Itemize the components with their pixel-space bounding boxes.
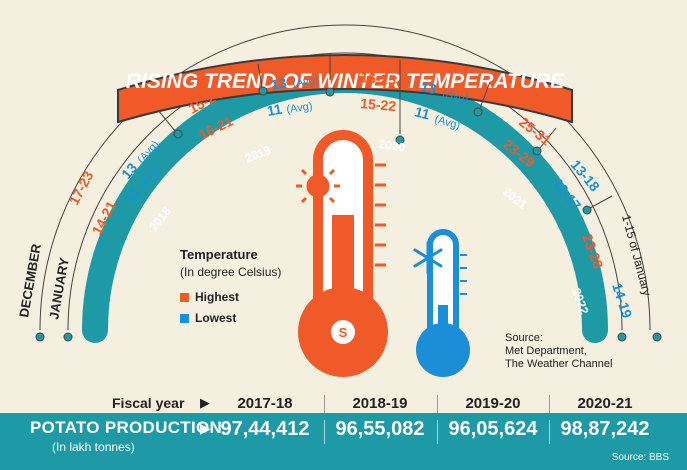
dec-2020-avg: 13 [419,78,438,97]
year-2021: 2021 [500,184,530,212]
potato-production-unit: (In lakh tonnes) [52,440,135,454]
legend-title: Temperature [180,247,258,262]
middle-arc [67,52,623,331]
potato-value-2020-21: 98,87,242 [560,418,650,440]
fiscal-year-arrow-icon: ▶ [200,395,210,410]
sun-icon [296,164,340,208]
fiscal-year-2017-18: 2017-18 [237,395,293,412]
legend-highest-swatch [180,293,189,303]
divider [437,420,438,444]
legend-lowest-label: Lowest [195,311,237,325]
outer-arc [39,24,651,331]
title-banner [117,54,573,124]
year-2020: 2020 [378,137,407,155]
legend-highest: Highest [180,290,239,304]
dec-2019-avg-label: (Avg) [292,74,320,90]
potato-value-2019-20: 96,05,624 [448,418,538,440]
legend-highest-label: Highest [195,290,240,304]
logo-s-icon: S [339,325,348,340]
potato-value-2018-19: 96,55,082 [335,418,425,440]
year-2019: 2019 [243,143,273,166]
snowflake-icon [413,241,443,275]
arc-dividers [35,54,662,342]
divider [549,420,550,444]
bottom-source: Source: BBS [611,452,669,463]
potato-value-2017-18: 97,44,412 [220,418,310,440]
legend-lowest: Lowest [180,311,236,325]
thermometer-hot-icon: S [298,130,388,377]
divider [437,395,438,413]
fiscal-year-2020-21: 2020-21 [577,395,633,412]
divider [324,395,325,413]
legend-subtitle: (In degree Celsius) [180,265,282,279]
source-note: Source: Met Department, The Weather Chan… [505,332,612,371]
year-2018: 2018 [146,204,174,234]
divider [549,395,550,413]
dec-2019-avg: 13 [270,74,288,92]
jan-2022-avg: 14-19 [609,281,635,320]
page-title: RISING TREND OF WINTER TEMPERATURE [126,70,565,93]
potato-production-label: POTATO PRODUCTION [30,418,223,437]
legend-lowest-swatch [180,314,189,324]
jan-2019-avg: 11 [266,101,284,119]
jan-2020-avg: 11 [413,103,431,122]
label-december: DECEMBER [16,242,44,318]
fiscal-year-label: Fiscal year [112,395,185,411]
fiscal-year-2018-19: 2018-19 [352,395,408,412]
fiscal-year-row: Fiscal year ▶ 2017-18 2018-19 2019-20 20… [0,392,687,414]
potato-arrow-icon: ▶ [200,420,211,436]
source-line-1: Source: [505,332,543,344]
potato-production-band [0,413,687,470]
source-line-2: Met Department, [505,345,587,357]
thermometer-cold-icon [416,229,470,377]
source-line-3: The Weather Channel [505,358,613,370]
label-january: JANUARY [46,256,72,320]
jan-2020-range: 15-22 [360,95,397,114]
divider [324,420,325,444]
dec-2018-range: 17-23 [66,168,97,207]
jan-2019-avg-label: (Avg) [286,100,314,116]
fiscal-year-2019-20: 2019-20 [465,395,521,412]
dec-2020-range: 16-25 [360,69,397,88]
